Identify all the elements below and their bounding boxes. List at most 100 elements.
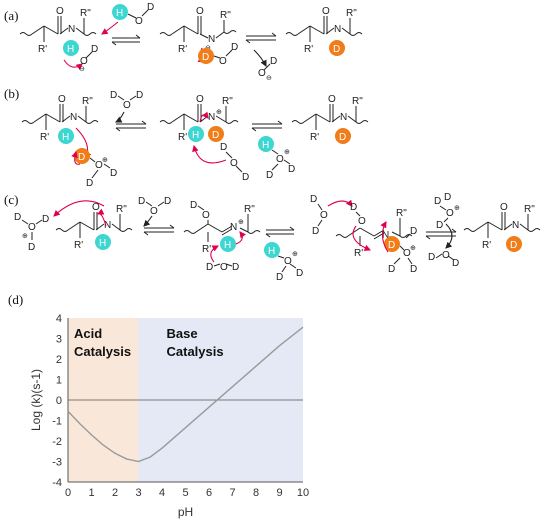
nitrogen-atom: N <box>340 112 347 123</box>
r-double-prime-group: R" <box>220 10 231 21</box>
equilibrium-arrow <box>115 120 147 132</box>
water-c1: D O D <box>138 196 171 227</box>
nitrogen-atom: N <box>104 220 111 231</box>
x-tick-label: 7 <box>229 487 235 499</box>
deuterium-label: D <box>270 56 277 67</box>
iminol-c3: D O N R' R" <box>335 202 413 259</box>
positive-charge: ⊕ <box>284 149 290 156</box>
r-prime-group: R' <box>74 240 83 251</box>
amide-cation-b2: O R' N ⊕ R" H D <box>159 94 239 143</box>
y-tick-label: -2 <box>52 436 62 448</box>
x-tick-label: 5 <box>182 487 188 499</box>
oxygen-atom: O <box>328 94 336 105</box>
oxygen-atom: O <box>220 262 228 273</box>
oxygen-atom: O <box>322 6 330 17</box>
hydrogen-atom-badge <box>63 40 79 56</box>
hydrogen-label: H <box>67 44 74 55</box>
r-double-prime-group: R" <box>222 96 233 107</box>
x-tick-label: 1 <box>88 487 94 499</box>
water-b2: D O D <box>192 142 249 183</box>
deuterium-atom-badge <box>384 236 400 252</box>
y-axis-label: Log (k)(s-1) <box>29 369 43 431</box>
region-label-line2: Catalysis <box>74 344 131 359</box>
r-double-prime-group: R" <box>524 204 535 215</box>
y-tick-label: 0 <box>56 395 62 407</box>
deuterium-label: D <box>333 44 340 55</box>
h-water-plus-b2: H O ⊕ D D <box>258 136 295 181</box>
deuterium-label: D <box>410 226 417 237</box>
r-double-prime-group: R" <box>352 96 363 107</box>
x-tick-label: 8 <box>253 487 259 499</box>
oxygen-atom: O <box>230 158 238 169</box>
hydrogen-label: H <box>116 8 123 19</box>
deuterium-label: D <box>202 52 209 63</box>
region-label-line2: Catalysis <box>167 344 224 359</box>
x-tick-label: 4 <box>159 487 165 499</box>
amide-molecule-b1: O R' N R" H <box>21 94 99 160</box>
hydrogen-label: H <box>192 130 199 141</box>
panel-a-label: (a) <box>4 8 18 23</box>
r-double-prime-group: R" <box>82 96 93 107</box>
x-tick-label: 3 <box>135 487 141 499</box>
r-prime-group: R' <box>40 132 49 143</box>
oxygen-atom: O <box>403 248 411 259</box>
nitrogen-atom: N <box>68 24 75 35</box>
hydrogen-label: H <box>268 246 275 257</box>
r-double-prime-group: R" <box>244 204 255 215</box>
d3o-plus-c1: D O ⊕ D D <box>14 200 105 253</box>
r-prime-group: R' <box>304 44 313 55</box>
nitrogen-atom: N <box>70 112 77 123</box>
x-axis-label: pH <box>178 505 193 519</box>
deuterium-label: D <box>91 44 98 55</box>
oxygen-atom: O <box>58 94 66 105</box>
positive-charge: ⊕ <box>102 157 108 164</box>
oxygen-atom: O <box>284 256 292 267</box>
deuterium-label: D <box>310 194 317 205</box>
hydrogen-atom-badge <box>220 236 236 252</box>
deuterium-label: D <box>266 170 273 181</box>
water-c2: D O D <box>206 245 239 273</box>
amide-anion-a2: O R' N ⊖ R" <box>159 6 237 63</box>
oxygen-atom: O <box>320 210 328 221</box>
oxygen-atom: O <box>446 208 454 219</box>
deuterium-label: D <box>312 226 319 237</box>
hydrogen-atom-badge <box>58 128 74 144</box>
r-double-prime-group: R" <box>396 208 407 219</box>
panel-b-label: (b) <box>4 86 19 101</box>
water-c3: D O D <box>310 194 353 237</box>
water-b1: D O D <box>110 90 143 123</box>
hydrogen-atom-badge <box>258 136 274 152</box>
x-tick-label: 10 <box>297 487 309 499</box>
water-c3b: D O D <box>428 223 459 269</box>
deuterium-label: D <box>110 90 117 101</box>
positive-charge: ⊕ <box>292 251 298 258</box>
deuterium-label: D <box>110 168 117 179</box>
deuterium-label: D <box>350 202 357 213</box>
panel-c-label: (c) <box>4 192 18 207</box>
deuterium-atom-badge <box>329 40 345 56</box>
x-tick-label: 0 <box>65 487 71 499</box>
x-tick-label: 2 <box>112 487 118 499</box>
r-prime-group: R' <box>38 44 47 55</box>
deuterium-label: D <box>428 252 435 263</box>
deuterium-label: D <box>86 178 93 189</box>
deuterium-label: D <box>410 264 417 275</box>
deuterium-atom-badge <box>208 126 224 142</box>
h-water-plus-c2: H O ⊕ D D <box>264 242 303 283</box>
hydrogen-atom-badge <box>264 242 280 258</box>
deuterium-atom-badge <box>74 148 90 164</box>
nitrogen-atom: N <box>208 112 215 123</box>
oxygen-atom: O <box>219 56 227 67</box>
deuterium-label: D <box>288 164 295 175</box>
deuterium-label: D <box>436 220 443 231</box>
y-tick-label: -1 <box>52 416 62 428</box>
deuterium-label: D <box>510 240 517 251</box>
equilibrium-arrow <box>111 34 141 46</box>
deuterium-atom-badge <box>335 128 351 144</box>
oxygen-atom: O <box>92 202 100 213</box>
deuterium-label: D <box>206 262 213 273</box>
deuterated-amide-a3: O R' N R" D <box>285 6 363 56</box>
hydrogen-label: H <box>62 132 69 143</box>
